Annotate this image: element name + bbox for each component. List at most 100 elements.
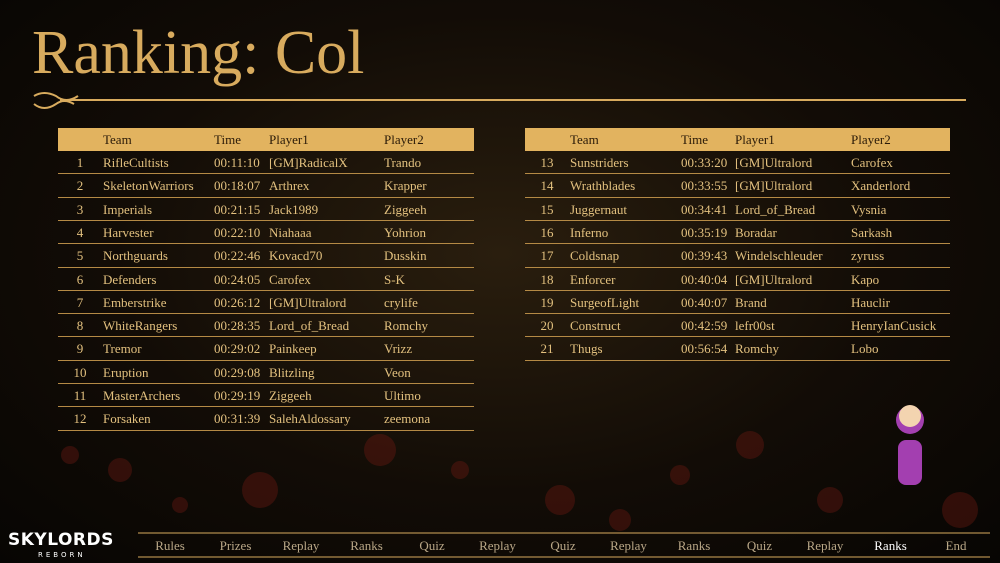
- logo-tagline: REBORN: [38, 551, 86, 559]
- row-separator: [58, 336, 474, 338]
- table-cell: 00:22:46: [214, 248, 261, 264]
- table-cell: Niahaaa: [269, 224, 312, 240]
- row-separator: [58, 313, 474, 315]
- table-cell: 00:29:08: [214, 364, 261, 380]
- rank-cell: 5: [76, 248, 84, 264]
- table-cell: SurgeofLight: [570, 294, 640, 310]
- nav-item[interactable]: Replay: [479, 538, 516, 553]
- table-cell: 00:21:15: [214, 201, 261, 217]
- nav-item[interactable]: Quiz: [550, 538, 576, 553]
- row-separator: [58, 289, 474, 291]
- nav-item[interactable]: Replay: [282, 538, 320, 553]
- nav-item[interactable]: Replay: [610, 538, 647, 553]
- nav-item[interactable]: Ranks: [874, 538, 907, 553]
- nav-item[interactable]: End: [945, 538, 967, 553]
- rank-cell: 17: [540, 248, 554, 264]
- column-header: Time: [681, 132, 708, 147]
- table-cell: crylife: [384, 294, 418, 310]
- row-separator: [58, 383, 474, 384]
- nav-item[interactable]: Rules: [155, 538, 185, 553]
- table-cell: Brand: [735, 294, 767, 310]
- table-cell: Imperials: [103, 201, 153, 217]
- row-separator: [58, 243, 474, 245]
- table-cell: lefr00st: [735, 318, 775, 334]
- row-separator: [525, 313, 950, 315]
- table-cell: Blitzling: [269, 364, 315, 380]
- column-header: Player1: [735, 132, 775, 147]
- nav-item[interactable]: Ranks: [677, 538, 711, 553]
- rank-cell: 7: [76, 294, 84, 310]
- table-cell: MasterArchers: [103, 388, 181, 403]
- table-cell: Ultimo: [384, 388, 421, 403]
- table-cell: 00:24:05: [214, 271, 261, 287]
- table-cell: Romchy: [735, 341, 780, 357]
- title: Ranking: Col: [32, 19, 365, 87]
- table-cell: Emberstrike: [103, 294, 167, 310]
- table-cell: HenryIanCusick: [851, 318, 937, 334]
- row-separator: [58, 173, 474, 175]
- table-cell: Kovacd70: [269, 248, 323, 264]
- table-cell: S-K: [384, 271, 405, 287]
- table-cell: 00:40:04: [681, 271, 728, 287]
- table-cell: 00:29:02: [214, 341, 261, 357]
- table-cell: 00:56:54: [681, 341, 728, 357]
- table-cell: Tremor: [103, 341, 142, 357]
- nav-item[interactable]: Prizes: [219, 538, 252, 553]
- rank-cell: 11: [73, 388, 87, 403]
- table-cell: 00:33:20: [681, 155, 728, 170]
- table-cell: [GM]Ultralord: [735, 155, 813, 170]
- table-cell: 00:39:43: [681, 248, 728, 264]
- rank-cell: 8: [76, 318, 84, 334]
- rank-cell: 12: [73, 411, 87, 427]
- nav-item[interactable]: Replay: [806, 538, 844, 553]
- row-separator: [525, 266, 950, 268]
- table-cell: 00:11:10: [214, 155, 260, 170]
- rank-cell: 16: [540, 224, 554, 240]
- nav-item[interactable]: Quiz: [746, 538, 773, 553]
- row-separator: [58, 266, 474, 268]
- table-cell: Yohrion: [384, 224, 427, 240]
- row-separator: [58, 406, 474, 408]
- table-cell: SkeletonWarriors: [103, 178, 194, 194]
- table-cell: Juggernaut: [570, 201, 628, 217]
- table-cell: [GM]Ultralord: [269, 294, 347, 310]
- table-cell: Sarkash: [851, 224, 893, 240]
- table-cell: 00:22:10: [214, 224, 261, 240]
- table-cell: Xanderlord: [851, 178, 911, 194]
- table-cell: Krapper: [384, 178, 427, 194]
- row-separator: [58, 359, 474, 361]
- column-header: Time: [214, 132, 241, 147]
- table-cell: Vysnia: [851, 201, 887, 217]
- table-cell: Romchy: [384, 318, 429, 334]
- table-header: [525, 128, 950, 151]
- table-cell: 00:40:07: [681, 294, 728, 310]
- table-cell: Enforcer: [570, 271, 616, 287]
- rank-cell: 10: [73, 364, 87, 380]
- table-cell: RifleCultists: [103, 155, 169, 170]
- table-cell: Kapo: [851, 271, 880, 287]
- table-cell: Construct: [570, 318, 621, 334]
- row-separator: [525, 289, 950, 291]
- nav-item[interactable]: Ranks: [350, 538, 383, 553]
- table-cell: Carofex: [851, 155, 893, 170]
- rank-cell: 1: [76, 155, 84, 170]
- row-separator: [525, 243, 950, 245]
- row-separator: [58, 219, 474, 221]
- table-cell: Harvester: [103, 224, 154, 240]
- table-cell: Veon: [384, 364, 411, 380]
- table-cell: Ziggeeh: [384, 201, 427, 217]
- table-cell: Thugs: [570, 341, 603, 357]
- table-cell: 00:18:07: [214, 178, 261, 194]
- nav-item[interactable]: Quiz: [419, 538, 445, 553]
- row-separator: [58, 196, 474, 198]
- table-cell: Wrathblades: [570, 178, 636, 194]
- table-cell: Trando: [384, 155, 422, 170]
- table-cell: 00:42:59: [681, 318, 728, 334]
- table-cell: Ziggeeh: [269, 388, 312, 403]
- table-cell: SalehAldossary: [269, 411, 351, 427]
- table-cell: Hauclir: [851, 294, 890, 310]
- row-separator: [525, 219, 950, 221]
- rank-cell: 20: [540, 318, 554, 334]
- table-cell: Sunstriders: [570, 155, 629, 170]
